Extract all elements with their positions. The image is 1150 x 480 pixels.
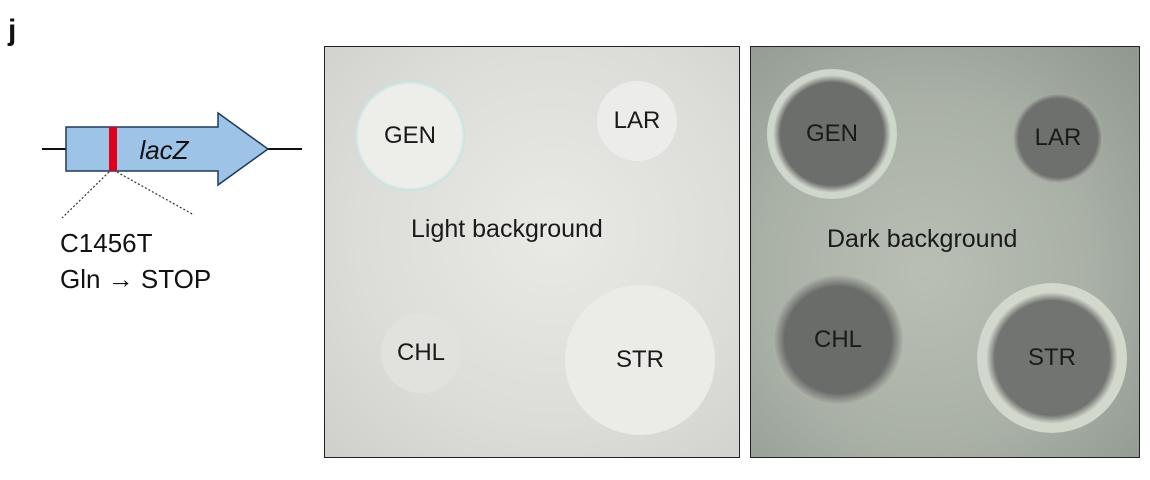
disc-label-str: STR [1028, 344, 1076, 371]
disc-label-gen: GEN [805, 120, 858, 147]
gene-name: lacZ [139, 135, 189, 165]
callout-line-left [61, 171, 110, 219]
plate-light-background: GEN LAR Light background CHL STR [324, 46, 740, 458]
disc-chl: CHL [773, 275, 903, 405]
disc-lar: LAR [1013, 93, 1103, 183]
lacz-gene-diagram: lacZ [42, 111, 302, 219]
panel-letter: j [8, 14, 17, 47]
mutation-nucleotide: C1456T [60, 228, 153, 258]
disc-label-chl: CHL [813, 326, 862, 353]
disc-chl: CHL [381, 313, 461, 393]
plate-dark-background: GEN LAR Dark background CHL STR [750, 46, 1140, 458]
disc-label-chl: CHL [396, 339, 445, 366]
plate-label-light: Light background [411, 215, 603, 243]
disc-label-lar: LAR [1034, 124, 1082, 151]
disc-label-gen: GEN [383, 122, 436, 149]
mutation-marker [109, 127, 117, 171]
disc-gen: GEN [355, 81, 465, 191]
disc-label-lar: LAR [613, 107, 661, 134]
disc-str: STR [565, 285, 715, 435]
callout-line-right [116, 171, 195, 216]
disc-label-str: STR [616, 346, 664, 373]
plate-label-dark: Dark background [827, 225, 1018, 253]
disc-gen: GEN [767, 69, 897, 199]
disc-lar: LAR [597, 81, 677, 161]
mutation-aminoacid: Gln → STOP [60, 264, 212, 294]
disc-str: STR [977, 283, 1127, 433]
